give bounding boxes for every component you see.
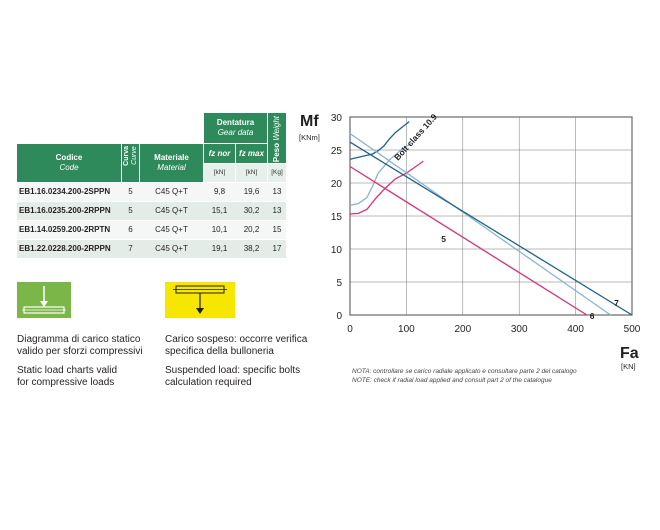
curve-header-en: Curve: [130, 146, 138, 166]
suspended-load-icon: [165, 282, 235, 318]
material-header: Materiale Material: [140, 144, 203, 182]
gear-header-en: Gear data: [217, 128, 254, 137]
row-fz-nor: 10,1: [211, 225, 228, 234]
fz-nor-label: fz nor: [208, 149, 231, 158]
gear-header-it: Dentatura: [216, 118, 255, 127]
series-line-7: [349, 141, 633, 316]
fz-nor-unit: [kN]: [204, 164, 235, 182]
curve-header-it: Curva: [122, 146, 130, 166]
suspended-load-en-line1: Suspended load: specific bolts: [165, 365, 301, 376]
weight-header-en: Weight: [272, 116, 281, 141]
table-row: EB1.14.0259.200-2RPTN 6 C45 Q+T 10,1 20,…: [17, 221, 286, 239]
row-code: EB1.14.0259.200-2RPTN: [19, 225, 111, 234]
series-line-5: [349, 165, 588, 316]
weight-header-it: Peso: [272, 143, 281, 163]
static-load-en-line1: Static load charts valid: [17, 365, 118, 376]
note-it: NOTA: controllare se carico radiale appl…: [352, 368, 577, 375]
row-fz-max: 19,6: [243, 187, 260, 196]
code-header: Codice Code: [17, 144, 121, 182]
y-tick-label: 15: [331, 212, 343, 223]
row-fz-max: 30,2: [243, 206, 260, 215]
material-header-it: Materiale: [154, 153, 189, 162]
table-row: EB1.16.0235.200-2RPPN 5 C45 Q+T 15,1 30,…: [17, 202, 286, 220]
bolt-curve-1: [349, 142, 413, 207]
bolt-class-label: Bolt class 10.9: [392, 112, 439, 163]
fz-nor-header: fz nor: [204, 144, 235, 163]
material-header-en: Material: [157, 163, 186, 172]
row-curve: 6: [128, 225, 133, 234]
x-tick-label: 500: [624, 324, 641, 335]
static-load-en-line2: for compressive loads: [17, 377, 115, 388]
series-line-6: [349, 132, 611, 316]
y-axis-unit: [KNm]: [299, 133, 320, 142]
bolt-curve-0: [349, 160, 424, 215]
row-fz-max: 38,2: [243, 244, 260, 253]
weight-unit: [Kg]: [268, 164, 286, 182]
x-tick-label: 0: [347, 324, 353, 335]
code-header-en: Code: [59, 163, 79, 172]
static-load-icon: [17, 282, 71, 318]
curve-header: Curva Curve: [122, 144, 139, 182]
note-en: NOTE: check if radial load applied and c…: [352, 377, 552, 384]
row-material: C45 Q+T: [155, 206, 188, 215]
row-weight: 13: [272, 206, 282, 215]
row-weight: 15: [272, 225, 282, 234]
row-fz-nor: 15,1: [211, 206, 228, 215]
row-fz-max: 20,2: [243, 225, 260, 234]
suspended-load-it-line2: specifica della bulloneria: [165, 346, 274, 357]
weight-header: Peso Weight: [268, 113, 286, 163]
table-row: EB1.16.0234.200-2SPPN 5 C45 Q+T 9,8 19,6…: [17, 183, 286, 201]
x-axis-label: Fa: [620, 345, 639, 362]
x-tick-label: 100: [398, 324, 415, 335]
suspended-load-it-line1: Carico sospeso: occorre verifica: [165, 334, 308, 345]
y-axis-label: Mf: [300, 113, 319, 130]
x-axis-unit: [KN]: [621, 362, 636, 371]
suspended-load-text: Carico sospeso: occorre verifica specifi…: [165, 334, 325, 389]
suspended-load-en-line2: calculation required: [165, 377, 252, 388]
x-tick-label: 400: [567, 324, 584, 335]
row-curve: 5: [128, 206, 133, 215]
y-tick-label: 5: [336, 278, 342, 289]
row-weight: 17: [272, 244, 282, 253]
row-code: EB1.16.0234.200-2SPPN: [19, 187, 111, 196]
row-fz-nor: 19,1: [211, 244, 228, 253]
static-load-it-line2: valido per sforzi compressivi: [17, 346, 143, 357]
y-tick-label: 0: [336, 311, 342, 322]
code-header-it: Codice: [55, 153, 83, 162]
static-load-text: Diagramma di carico statico valido per s…: [17, 334, 167, 389]
row-material: C45 Q+T: [155, 225, 188, 234]
table-row: EB1.22.0228.200-2RPPN 7 C45 Q+T 19,1 38,…: [17, 240, 286, 258]
x-tick-label: 200: [454, 324, 471, 335]
row-curve: 7: [128, 244, 133, 253]
fz-max-header: fz max: [236, 144, 267, 163]
series-label-5: 5: [441, 234, 446, 244]
y-tick-label: 30: [331, 113, 343, 124]
series-label-7: 7: [614, 298, 619, 308]
y-tick-label: 10: [331, 245, 343, 256]
note-text: NOTA: controllare se carico radiale appl…: [352, 367, 652, 385]
fz-max-label: fz max: [239, 149, 264, 158]
row-code: EB1.22.0228.200-2RPPN: [19, 244, 111, 253]
fz-max-unit: [kN]: [236, 164, 267, 182]
row-material: C45 Q+T: [155, 187, 188, 196]
gear-data-header: Dentatura Gear data: [204, 113, 267, 143]
row-material: C45 Q+T: [155, 244, 188, 253]
static-load-it-line1: Diagramma di carico statico: [17, 334, 141, 345]
x-tick-label: 300: [511, 324, 528, 335]
row-fz-nor: 9,8: [213, 187, 226, 196]
y-tick-label: 25: [331, 146, 343, 157]
series-label-6: 6: [590, 311, 595, 321]
row-code: EB1.16.0235.200-2RPPN: [19, 206, 111, 215]
y-tick-label: 20: [331, 179, 343, 190]
row-curve: 5: [128, 187, 133, 196]
bolt-curve-2: [349, 121, 410, 160]
row-weight: 13: [272, 187, 282, 196]
load-chart: 0 100 200 300 400 500 0 5 10 15 20 25 30 5 6 7 Mf [KNm]…: [299, 112, 641, 371]
